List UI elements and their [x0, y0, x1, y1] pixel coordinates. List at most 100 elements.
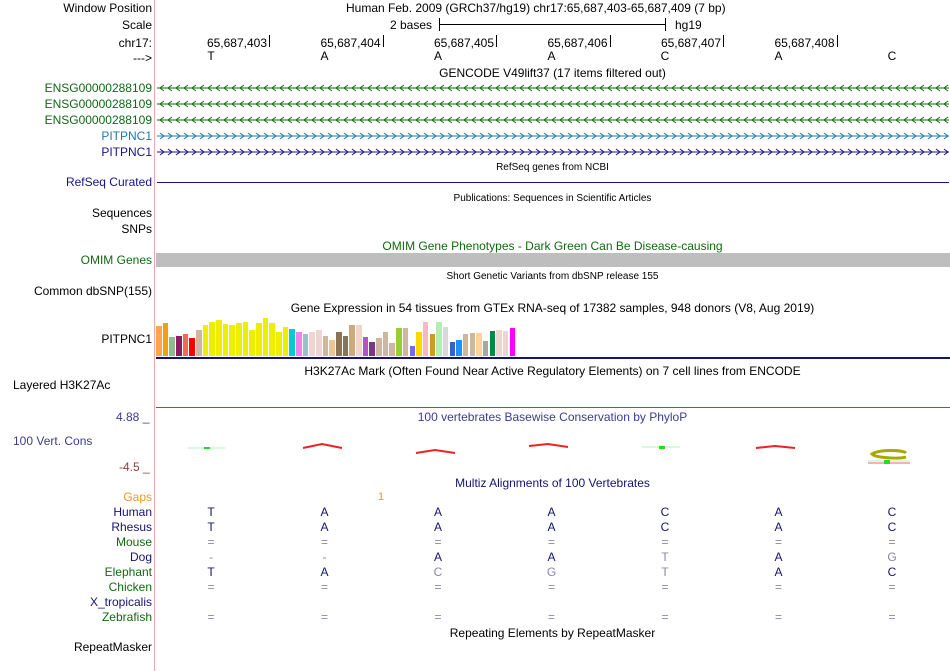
refseq-track-title[interactable]: RefSeq genes from NCBI — [496, 162, 609, 173]
multiz-species-label[interactable]: Rhesus — [111, 520, 152, 534]
gtex-bar[interactable] — [249, 330, 255, 356]
gtex-bar[interactable] — [336, 332, 342, 356]
gtex-bar[interactable] — [176, 336, 182, 356]
gtex-bar[interactable] — [409, 346, 415, 356]
gtex-bar[interactable] — [369, 342, 375, 356]
gtex-bar[interactable] — [309, 332, 315, 356]
gtex-bar[interactable] — [469, 333, 475, 356]
gtex-bar[interactable] — [262, 318, 269, 356]
gtex-bar[interactable] — [289, 329, 295, 356]
omim-gene-bar[interactable] — [156, 253, 950, 267]
gtex-bar[interactable] — [349, 325, 355, 356]
gtex-bar[interactable] — [482, 341, 489, 356]
gtex-bar[interactable] — [502, 331, 509, 356]
repeatmasker-label[interactable]: RepeatMasker — [73, 640, 152, 654]
gtex-bar[interactable] — [396, 328, 402, 356]
gtex-bar[interactable] — [376, 338, 382, 356]
gtex-bar[interactable] — [182, 334, 189, 356]
gtex-bar[interactable] — [229, 325, 235, 356]
phylop-label[interactable]: 100 Vert. Cons — [13, 434, 93, 448]
gtex-bar[interactable] — [196, 330, 202, 356]
gencode-track-title[interactable]: GENCODE V49lift37 (17 items filtered out… — [439, 66, 666, 80]
refseq-label[interactable]: RefSeq Curated — [65, 175, 152, 189]
gtex-bar[interactable] — [189, 338, 195, 356]
gtex-bar[interactable] — [436, 322, 442, 356]
gencode-item-label[interactable]: PITPNC1 — [101, 145, 152, 159]
gtex-bar[interactable] — [236, 323, 242, 356]
multiz-gaps-label[interactable]: Gaps — [123, 490, 152, 504]
gtex-bar[interactable] — [156, 326, 162, 356]
gtex-bar[interactable] — [276, 332, 282, 356]
gencode-item-label[interactable]: ENSG00000288109 — [44, 97, 152, 111]
gtex-bar[interactable] — [329, 340, 335, 356]
gtex-bar[interactable] — [449, 342, 455, 356]
multiz-species-label[interactable]: Dog — [129, 550, 152, 564]
dbsnp-label[interactable]: Common dbSNP(155) — [33, 284, 152, 298]
gtex-bar[interactable] — [322, 336, 329, 356]
gtex-bar[interactable] — [216, 320, 222, 356]
gtex-bar[interactable] — [416, 332, 422, 356]
gtex-bar[interactable] — [429, 334, 435, 356]
gtex-bar[interactable] — [209, 322, 215, 356]
gtex-bar[interactable] — [382, 332, 389, 356]
gencode-item-label[interactable]: PITPNC1 — [101, 129, 152, 143]
ruler-tick — [723, 35, 724, 47]
multiz-species-label[interactable]: Zebrafish — [101, 610, 152, 624]
omim-label[interactable]: OMIM Genes — [80, 253, 152, 267]
gtex-bar[interactable] — [489, 331, 495, 356]
gtex-bar[interactable] — [342, 336, 349, 356]
multiz-base: = — [434, 535, 442, 549]
gtex-bar[interactable] — [389, 343, 395, 356]
gtex-bar[interactable] — [269, 323, 275, 356]
gtex-bar[interactable] — [202, 325, 209, 356]
publications-track-title[interactable]: Publications: Sequences in Scientific Ar… — [453, 193, 652, 204]
multiz-species-label[interactable]: Human — [113, 505, 152, 519]
omim-track-title[interactable]: OMIM Gene Phenotypes - Dark Green Can Be… — [382, 239, 723, 253]
ruler-position-label: 65,687,403 — [206, 36, 267, 50]
gtex-bar[interactable] — [316, 330, 322, 356]
multiz-species-label[interactable]: Mouse — [115, 535, 152, 549]
gtex-bar[interactable] — [456, 340, 462, 356]
gtex-bar[interactable] — [242, 322, 249, 356]
multiz-base: A — [774, 565, 783, 579]
gtex-bar[interactable] — [302, 334, 309, 356]
gencode-item-label[interactable]: ENSG00000288109 — [44, 113, 152, 127]
gtex-bar[interactable] — [462, 334, 469, 356]
gtex-bar[interactable] — [296, 332, 302, 356]
dbsnp-track-title[interactable]: Short Genetic Variants from dbSNP releas… — [446, 271, 659, 282]
gtex-track-title[interactable]: Gene Expression in 54 tissues from GTEx … — [290, 301, 815, 315]
gtex-bar[interactable] — [509, 328, 515, 356]
phylop-track-title[interactable]: 100 vertebrates Basewise Conservation by… — [417, 410, 688, 424]
publications-label-sequences[interactable]: Sequences — [91, 206, 152, 220]
refseq-feature[interactable] — [157, 182, 949, 183]
repeatmasker-track-title[interactable]: Repeating Elements by RepeatMasker — [449, 626, 656, 640]
gtex-bar[interactable] — [402, 328, 409, 356]
ruler-tick — [269, 35, 270, 47]
multiz-species-label[interactable]: Elephant — [104, 565, 152, 579]
h3k27ac-track-title[interactable]: H3K27Ac Mark (Often Found Near Active Re… — [304, 364, 801, 378]
gtex-bar[interactable] — [256, 323, 262, 356]
h3k27ac-label[interactable]: Layered H3K27Ac — [13, 378, 111, 392]
multiz-species-label[interactable]: X_tropicalis — [89, 595, 152, 609]
gtex-bar[interactable] — [356, 325, 362, 356]
gtex-bar[interactable] — [442, 327, 449, 356]
multiz-species-label[interactable]: Chicken — [108, 580, 152, 594]
multiz-track-title[interactable]: Multiz Alignments of 100 Vertebrates — [455, 476, 650, 490]
gtex-bar[interactable] — [222, 324, 229, 356]
gtex-bar[interactable] — [282, 327, 289, 356]
gtex-label[interactable]: PITPNC1 — [101, 332, 152, 346]
gtex-bar[interactable] — [162, 323, 169, 356]
gtex-bar[interactable] — [169, 337, 175, 356]
gencode-item-label[interactable]: ENSG00000288109 — [44, 81, 152, 95]
gtex-bar[interactable] — [496, 330, 502, 356]
gtex-bar[interactable] — [422, 322, 429, 356]
publications-label-snps[interactable]: SNPs — [121, 222, 152, 236]
gtex-bar[interactable] — [476, 333, 482, 356]
multiz-base: = — [320, 580, 328, 594]
gtex-bar[interactable] — [362, 337, 369, 356]
